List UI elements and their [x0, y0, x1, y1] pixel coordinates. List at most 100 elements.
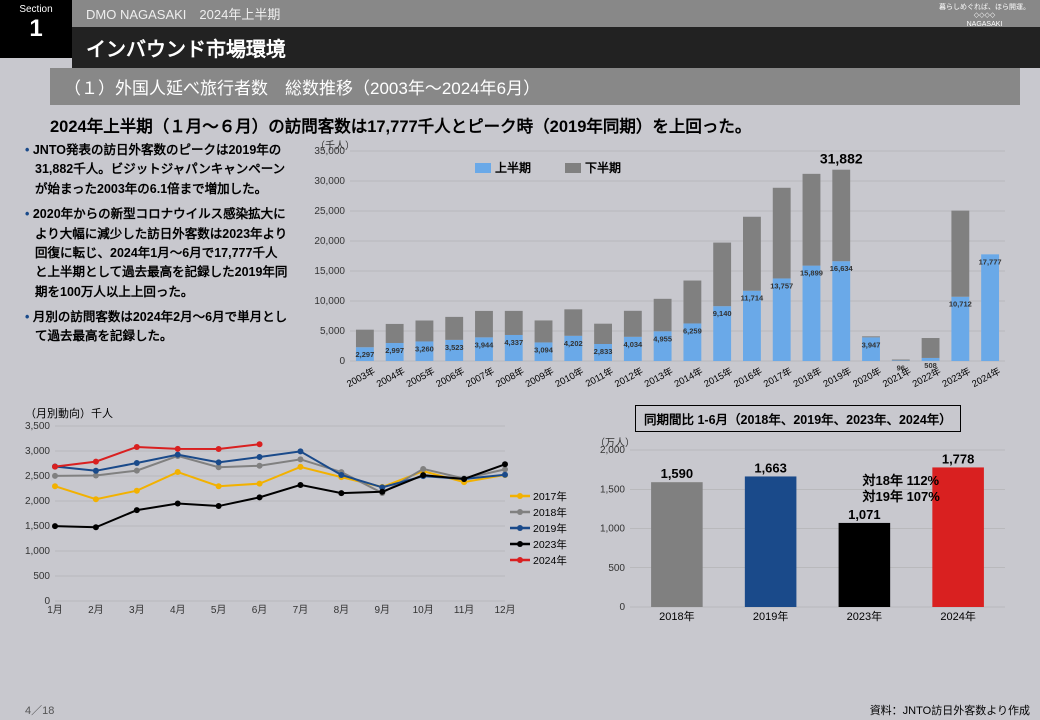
bullet-item: JNTO発表の訪日外客数のピークは2019年の31,882千人。ビジットジャパン… [25, 141, 289, 199]
svg-text:2024年: 2024年 [940, 609, 975, 623]
svg-text:2,297: 2,297 [355, 350, 374, 359]
compare-chart: 同期間比 1-6月（2018年、2019年、2023年、2024年） （万人）0… [575, 405, 1030, 623]
section-label: Section [0, 4, 72, 15]
svg-text:1,590: 1,590 [661, 466, 694, 481]
svg-text:2019年: 2019年 [533, 522, 567, 535]
svg-text:15,000: 15,000 [314, 266, 345, 277]
svg-text:2018年: 2018年 [533, 506, 567, 519]
svg-text:10,712: 10,712 [949, 300, 972, 309]
subtitle: （１）外国人延べ旅行者数 総数推移（2003年～2024年6月） [50, 68, 1020, 105]
svg-text:2013年: 2013年 [642, 365, 675, 390]
svg-text:2019年: 2019年 [821, 365, 854, 390]
section-num: 1 [0, 15, 72, 43]
svg-text:対18年 112%: 対18年 112% [862, 473, 940, 488]
svg-text:500: 500 [33, 571, 50, 582]
svg-text:2003年: 2003年 [345, 365, 378, 390]
svg-text:2017年: 2017年 [761, 365, 794, 390]
svg-text:20,000: 20,000 [314, 236, 345, 247]
svg-text:2,500: 2,500 [25, 471, 50, 482]
svg-text:1,000: 1,000 [600, 524, 625, 535]
svg-text:25,000: 25,000 [314, 206, 345, 217]
svg-text:2月: 2月 [88, 604, 104, 616]
svg-text:3,094: 3,094 [534, 345, 554, 354]
svg-text:2023年: 2023年 [533, 538, 567, 551]
svg-text:1,663: 1,663 [754, 460, 787, 475]
svg-text:3,500: 3,500 [25, 421, 50, 432]
svg-text:2023年: 2023年 [940, 365, 973, 390]
svg-text:31,882: 31,882 [820, 151, 863, 167]
svg-text:2018年: 2018年 [659, 609, 694, 623]
svg-text:13,757: 13,757 [770, 281, 793, 290]
svg-text:2015年: 2015年 [702, 365, 735, 390]
page-number: 4／18 [25, 702, 54, 718]
svg-text:0: 0 [339, 356, 345, 367]
dmo-label: DMO NAGASAKI 2024年上半期 [72, 0, 1040, 27]
svg-text:9,140: 9,140 [713, 309, 732, 318]
svg-text:500: 500 [608, 563, 625, 574]
svg-text:2008年: 2008年 [493, 365, 526, 390]
bar-chart: 05,00010,00015,00020,00025,00030,00035,0… [295, 141, 1030, 401]
svg-text:2024年: 2024年 [533, 554, 567, 567]
svg-text:上半期: 上半期 [495, 160, 531, 175]
source-label: 資料：JNTO訪日外客数より作成 [870, 702, 1030, 718]
svg-text:4,337: 4,337 [504, 338, 523, 347]
svg-text:2011年: 2011年 [583, 365, 616, 390]
svg-text:0: 0 [619, 602, 625, 613]
bullet-item: 月別の訪問客数は2024年2月～6月で単月として過去最高を記録した。 [25, 308, 289, 347]
svg-text:1,000: 1,000 [25, 546, 50, 557]
svg-text:2009年: 2009年 [523, 365, 556, 390]
section-box: Section 1 [0, 0, 72, 58]
svg-text:2010年: 2010年 [553, 365, 586, 390]
svg-text:2017年: 2017年 [533, 490, 567, 503]
svg-text:2006年: 2006年 [434, 365, 467, 390]
svg-text:2020年: 2020年 [851, 365, 884, 390]
svg-text:4月: 4月 [170, 604, 186, 616]
svg-text:3月: 3月 [129, 604, 145, 616]
svg-text:30,000: 30,000 [314, 176, 345, 187]
line-chart-title: （月別動向）千人 [15, 405, 575, 421]
svg-text:2012年: 2012年 [613, 365, 646, 390]
svg-text:（千人）: （千人） [315, 140, 355, 152]
svg-text:2007年: 2007年 [464, 365, 497, 390]
svg-text:11,714: 11,714 [741, 294, 764, 303]
svg-text:3,944: 3,944 [475, 340, 495, 349]
svg-text:3,947: 3,947 [862, 340, 881, 349]
svg-text:1,500: 1,500 [25, 521, 50, 532]
line-chart: （月別動向）千人 05001,0001,5002,0002,5003,0003,… [15, 405, 575, 623]
svg-text:2,833: 2,833 [594, 347, 613, 356]
svg-text:5,000: 5,000 [320, 326, 345, 337]
svg-text:2,000: 2,000 [25, 496, 50, 507]
svg-text:2024年: 2024年 [970, 365, 1003, 390]
logo: 暮らしめぐれば、ほら開運。◇◇◇◇NAGASAKI [939, 4, 1030, 29]
svg-text:17,777: 17,777 [979, 257, 1002, 266]
svg-text:15,899: 15,899 [800, 269, 823, 278]
svg-text:2,997: 2,997 [385, 346, 404, 355]
svg-text:下半期: 下半期 [585, 160, 621, 175]
svg-text:6月: 6月 [252, 604, 268, 616]
bullet-item: 2020年からの新型コロナウイルス感染拡大により大幅に減少した訪日外客数は202… [25, 205, 289, 302]
svg-text:2019年: 2019年 [753, 609, 788, 623]
svg-text:3,000: 3,000 [25, 446, 50, 457]
svg-text:1,500: 1,500 [600, 484, 625, 495]
svg-text:10,000: 10,000 [314, 296, 345, 307]
svg-text:3,523: 3,523 [445, 343, 464, 352]
svg-text:11月: 11月 [454, 604, 474, 616]
svg-text:5月: 5月 [211, 604, 227, 616]
svg-text:7月: 7月 [293, 604, 309, 616]
svg-text:2016年: 2016年 [732, 365, 765, 390]
svg-text:16,634: 16,634 [830, 264, 854, 273]
svg-text:6,259: 6,259 [683, 326, 702, 335]
svg-text:12月: 12月 [494, 604, 515, 616]
svg-text:2023年: 2023年 [847, 609, 882, 623]
svg-text:2,000: 2,000 [600, 445, 625, 456]
svg-text:1,778: 1,778 [942, 451, 975, 466]
svg-text:4,955: 4,955 [653, 334, 672, 343]
svg-text:1月: 1月 [47, 604, 63, 616]
svg-text:2005年: 2005年 [404, 365, 437, 390]
page-title: インバウンド市場環境 [72, 27, 1040, 68]
svg-text:2014年: 2014年 [672, 365, 705, 390]
svg-text:8月: 8月 [334, 604, 350, 616]
svg-text:9月: 9月 [374, 604, 390, 616]
svg-text:1,071: 1,071 [848, 507, 881, 522]
svg-text:2004年: 2004年 [374, 365, 407, 390]
